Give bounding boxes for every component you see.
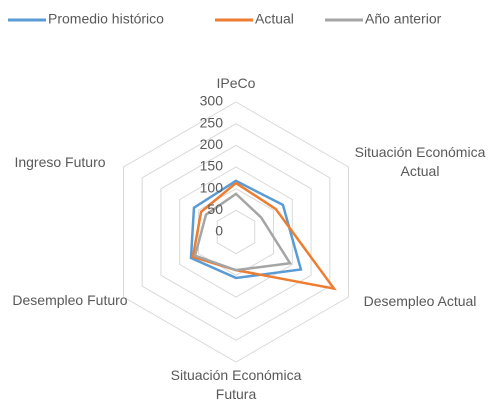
r-tick-label: 50 (207, 201, 223, 217)
series-line (191, 181, 337, 291)
r-tick-label: 300 (200, 93, 224, 109)
grid-ring (122, 101, 350, 363)
grid-ring (179, 166, 293, 298)
r-tick-label: 200 (200, 136, 224, 152)
r-tick-label: 0 (215, 223, 223, 239)
legend-label: Actual (255, 11, 294, 27)
series-line (189, 179, 303, 280)
r-tick-label: 250 (200, 114, 224, 130)
legend-label: Año anterior (365, 11, 442, 27)
grid-ring (216, 209, 256, 255)
axis-label: Ingreso Futuro (14, 153, 106, 170)
axis-label: Situación Económica Futura (170, 367, 302, 402)
axis-label: Situación Económica Actual (354, 144, 486, 179)
series-line (193, 192, 293, 272)
r-tick-label: 150 (200, 158, 224, 174)
grid-ring (141, 123, 331, 341)
axis-label: Desempleo Actual (363, 292, 477, 309)
r-tick-label: 100 (200, 179, 224, 195)
legend-label: Promedio histórico (48, 11, 164, 27)
axis-label: Desempleo Futuro (12, 291, 128, 308)
grid-ring (160, 144, 312, 320)
grid-ring (197, 188, 275, 276)
axis-label: IPeCo (216, 74, 256, 91)
